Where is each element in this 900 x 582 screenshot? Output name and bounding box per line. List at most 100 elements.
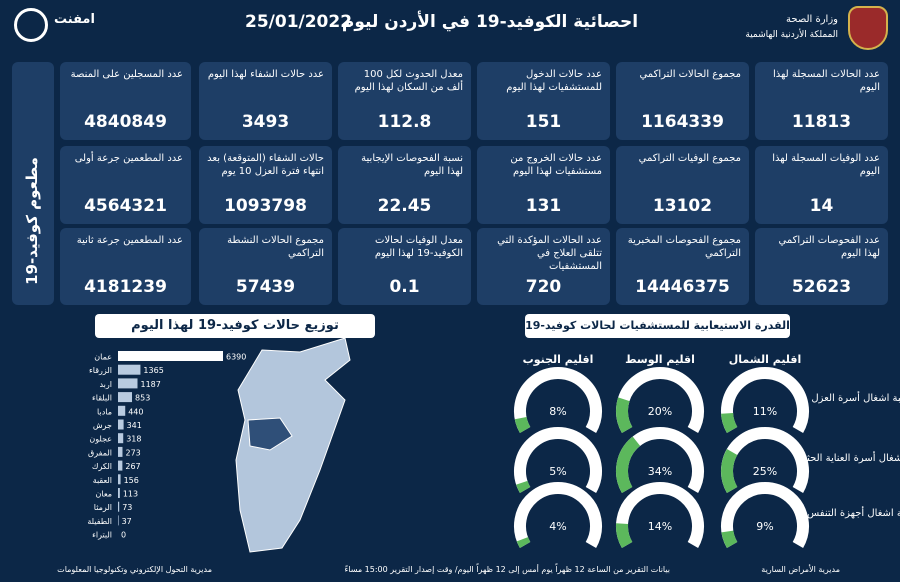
- stat-label: معدل الحدوث لكل 100 ألف من السكان لهذا ا…: [354, 69, 463, 93]
- footer-right: مديرية الأمراض السارية: [761, 565, 840, 574]
- gauge-fill: [721, 412, 738, 433]
- row-label: نسبة اشغال أسرة العناية الحثيثة: [796, 451, 900, 464]
- bar: [118, 501, 120, 512]
- stat-value: 1164339: [641, 112, 724, 132]
- gauge-track: [721, 482, 809, 548]
- stat-label: نسبة الفحوصات الإيجابية لهذا اليوم: [361, 153, 463, 177]
- stat-value: 57439: [235, 277, 296, 297]
- gauge-fill: [516, 480, 531, 493]
- stat-value: 14: [809, 196, 834, 216]
- category-label: الزرقاء: [89, 366, 112, 375]
- stat-label: مجموع الحالات التراكمي: [639, 69, 741, 80]
- category-label: معان: [96, 490, 112, 499]
- stat-label: حالات الشفاء (المتوقعة) بعد انتهاء فترة …: [207, 153, 324, 177]
- map: [235, 337, 351, 553]
- bar-title: توزيع حالات كوفيد-19 لهذا اليوم: [95, 314, 375, 338]
- stat-value: 720: [525, 277, 562, 297]
- bar: [118, 392, 133, 403]
- row-label: نسبة اشغال أجهزة التنفس: [807, 506, 900, 519]
- region-label: اقليم الشمال: [729, 353, 802, 366]
- stat-value: 4840849: [84, 112, 167, 132]
- stat-label: مجموع الوفيات التراكمي: [638, 153, 741, 164]
- gauge-value: 4%: [549, 520, 566, 533]
- bar-value: 1187: [141, 380, 161, 389]
- stat-value: 22.45: [377, 196, 432, 216]
- bar-value: 37: [122, 517, 132, 526]
- category-label: الطفيلة: [87, 517, 112, 526]
- bar-value: 440: [128, 407, 143, 416]
- page-title: احصائية الكوفيد-19 في الأردن ليوم: [341, 12, 639, 32]
- bar-value: 853: [135, 394, 150, 403]
- stat-value: 4564321: [84, 196, 167, 216]
- stat-value: 1093798: [224, 196, 307, 216]
- stat-card: معدل الحدوث لكل 100 ألف من السكان لهذا ا…: [338, 62, 471, 140]
- stat-card: عدد حالات الدخول للمستشفيات لهذا اليوم 15…: [477, 62, 610, 140]
- logo: [14, 8, 48, 42]
- stat-label: معدل الوفيات لحالات الكوفيد-19 لهذا اليو…: [374, 235, 463, 259]
- gauge-track: [616, 367, 704, 433]
- bar-value: 113: [123, 490, 138, 499]
- gauge-value: 8%: [549, 405, 566, 418]
- bar-value: 267: [125, 462, 140, 471]
- gauge-track: [514, 367, 602, 433]
- stat-label: عدد الحالات المسجلة لهذا اليوم: [773, 69, 880, 93]
- bar: [118, 405, 126, 416]
- bar-value: 318: [126, 435, 141, 444]
- region-label: اقليم الوسط: [625, 353, 695, 366]
- stat-card: عدد الوفيات المسجلة لهذا اليوم 14: [755, 146, 888, 224]
- category-label: الرمثا: [94, 503, 112, 512]
- logo-text: امفنت: [54, 12, 95, 27]
- gauge-track: [721, 427, 809, 493]
- bar: [118, 446, 123, 457]
- stat-card: عدد المطعمين جرعة أولى 4564321: [60, 146, 191, 224]
- category-label: البلقاء: [92, 394, 112, 403]
- gauge-track: [514, 427, 602, 493]
- bar: [118, 419, 124, 430]
- footer-left: مديرية التحول الإلكتروني وتكنولوجيا المع…: [57, 565, 212, 574]
- bar: [118, 433, 124, 444]
- category-label: المفرق: [88, 448, 112, 457]
- stat-card: مجموع الفحوصات المخبرية التراكمي 14446375: [616, 228, 749, 305]
- gauge-track: [616, 482, 704, 548]
- stat-card: عدد المطعمين جرعة ثانية 4181239: [60, 228, 191, 305]
- bar-value: 0: [121, 531, 126, 540]
- gauge-fill: [721, 530, 738, 548]
- bar-value: 156: [124, 476, 139, 485]
- stat-value: 151: [525, 112, 562, 132]
- stat-card: عدد حالات الخروج من مستشفيات لهذا اليوم 1…: [477, 146, 610, 224]
- gauge-fill: [616, 436, 641, 493]
- category-label: عجلون: [89, 435, 112, 444]
- stat-label: عدد الفحوصات التراكمي لهذا اليوم: [778, 235, 881, 259]
- stat-card: نسبة الفحوصات الإيجابية لهذا اليوم 22.45: [338, 146, 471, 224]
- gauge-fill: [516, 537, 531, 548]
- gauge-fill: [514, 416, 531, 433]
- gauge-track: [721, 367, 809, 433]
- stat-card: حالات الشفاء (المتوقعة) بعد انتهاء فترة …: [199, 146, 332, 224]
- stat-label: مجموع الحالات النشطة التراكمي: [227, 235, 324, 259]
- stat-label: عدد حالات الشفاء لهذا اليوم: [207, 69, 324, 80]
- bar: [118, 488, 120, 498]
- stat-value: 14446375: [635, 277, 730, 297]
- emblem: [848, 6, 888, 50]
- stat-label: عدد المطعمين جرعة ثانية: [76, 235, 183, 246]
- bar-value: 341: [127, 421, 142, 430]
- stat-card: مجموع الحالات التراكمي 1164339: [616, 62, 749, 140]
- stat-label: عدد الحالات المؤكدة التي تتلقى العلاج في…: [497, 235, 602, 272]
- stat-label: عدد المسجلين على المنصة: [70, 69, 183, 80]
- category-label: اربد: [99, 380, 112, 389]
- ministry: وزارة الصحة: [786, 14, 838, 25]
- gauge-fill: [616, 523, 633, 548]
- bar: [118, 515, 119, 526]
- bar: [118, 364, 141, 375]
- gauge-value: 34%: [648, 465, 672, 478]
- stat-value: 13102: [652, 196, 713, 216]
- bar: [118, 351, 223, 361]
- stat-value: 131: [525, 196, 562, 216]
- gauge-fill: [616, 397, 633, 433]
- stat-card: عدد الفحوصات التراكمي لهذا اليوم 52623: [755, 228, 888, 305]
- stat-value: 112.8: [377, 112, 432, 132]
- kingdom: المملكة الأردنية الهاشمية: [745, 30, 838, 40]
- row-label: نسبة اشغال أسرة العزل: [811, 391, 900, 404]
